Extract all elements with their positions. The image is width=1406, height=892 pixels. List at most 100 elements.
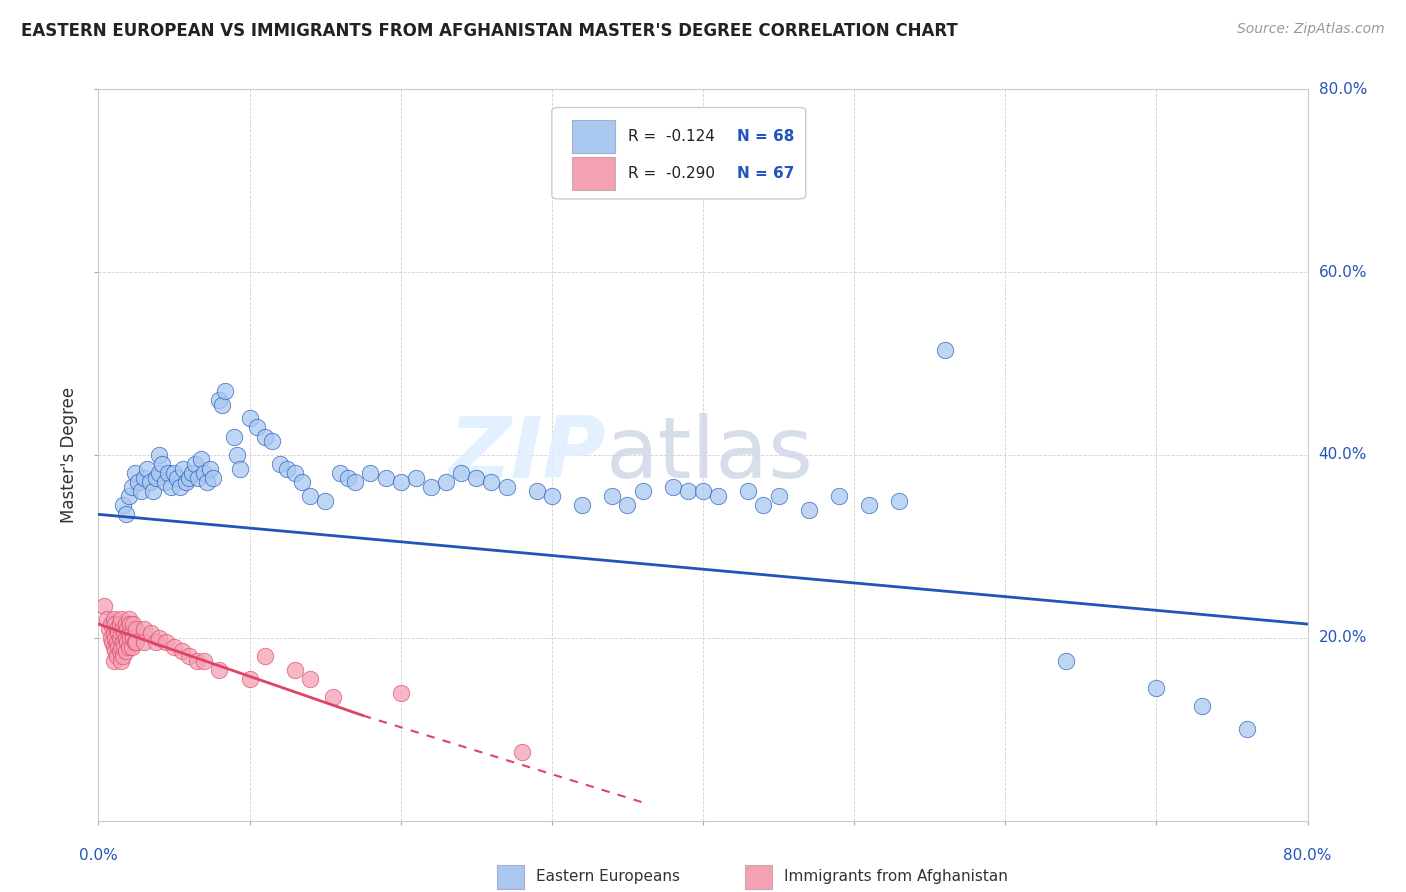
Point [120, 617, 142, 632]
Point [314, 493, 336, 508]
Point [405, 471, 427, 485]
Point [125, 622, 148, 636]
Point [571, 498, 593, 512]
Point [121, 626, 143, 640]
Bar [572, 157, 614, 190]
Point [344, 475, 367, 490]
Point [104, 644, 127, 658]
Point [450, 466, 472, 480]
Point [141, 626, 163, 640]
Point [148, 631, 170, 645]
Point [163, 466, 186, 480]
Point [177, 649, 201, 664]
Point [153, 475, 176, 490]
Point [115, 622, 138, 636]
Point [163, 640, 186, 654]
Text: atlas: atlas [606, 413, 814, 497]
Point [155, 635, 177, 649]
Point [148, 466, 170, 480]
Point [495, 480, 517, 494]
Point [100, 631, 122, 645]
Point [200, 461, 222, 475]
Point [797, 502, 820, 516]
Point [224, 430, 246, 444]
Point [110, 626, 132, 640]
Point [104, 631, 127, 645]
Point [602, 489, 624, 503]
Point [768, 489, 790, 503]
Point [190, 452, 212, 467]
Point [239, 672, 262, 686]
Point [229, 461, 252, 475]
Point [132, 471, 155, 485]
Bar [498, 865, 524, 888]
Point [107, 626, 129, 640]
Point [329, 466, 352, 480]
Point [121, 640, 143, 654]
Point [105, 649, 128, 664]
Point [124, 635, 146, 649]
Point [246, 420, 269, 434]
Point [145, 471, 167, 485]
Point [389, 685, 412, 699]
Point [253, 430, 276, 444]
Point [120, 631, 142, 645]
Point [114, 617, 136, 632]
Point [481, 475, 503, 490]
Point [108, 631, 131, 645]
Text: R =  -0.124: R = -0.124 [628, 129, 714, 145]
Point [186, 654, 208, 668]
Point [110, 654, 132, 668]
Point [111, 635, 134, 649]
Point [110, 640, 132, 654]
Text: ZIP: ZIP [449, 413, 606, 497]
Point [166, 471, 188, 485]
Point [526, 484, 548, 499]
Point [828, 489, 851, 503]
Point [170, 644, 193, 658]
Point [419, 480, 441, 494]
Point [111, 622, 134, 636]
Point [389, 475, 412, 490]
Point [132, 622, 155, 636]
Point [214, 384, 236, 398]
Point [465, 471, 488, 485]
Point [103, 613, 125, 627]
Point [108, 644, 131, 658]
Point [103, 654, 125, 668]
Text: Eastern Europeans: Eastern Europeans [536, 870, 681, 885]
Point [110, 613, 132, 627]
Point [692, 484, 714, 499]
Point [111, 649, 134, 664]
Point [752, 498, 775, 512]
Point [148, 448, 170, 462]
Point [193, 466, 215, 480]
Point [540, 489, 562, 503]
Point [934, 343, 956, 357]
Point [101, 635, 124, 649]
Point [150, 457, 173, 471]
Point [112, 626, 135, 640]
Point [145, 635, 167, 649]
Point [98, 622, 121, 636]
Point [118, 640, 141, 654]
Point [262, 434, 284, 449]
Text: 60.0%: 60.0% [1319, 265, 1367, 279]
Point [253, 649, 276, 664]
Point [631, 484, 654, 499]
Point [181, 466, 204, 480]
Point [202, 471, 225, 485]
Point [132, 635, 155, 649]
Point [104, 617, 127, 632]
Point [139, 475, 162, 490]
Point [1054, 654, 1077, 668]
Point [118, 626, 141, 640]
Point [142, 484, 165, 499]
Text: N = 67: N = 67 [737, 166, 794, 181]
Point [125, 635, 148, 649]
Point [114, 508, 136, 522]
Point [1236, 723, 1258, 737]
Point [114, 644, 136, 658]
Point [174, 475, 197, 490]
Point [108, 617, 131, 632]
